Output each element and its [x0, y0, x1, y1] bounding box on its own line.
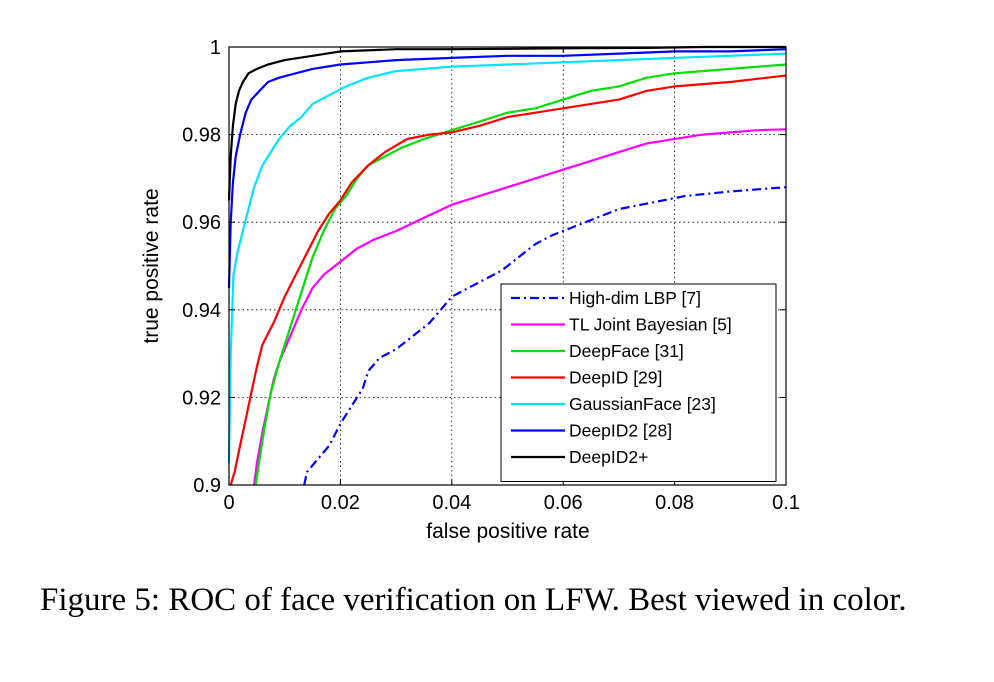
x-tick-label: 0.1: [772, 492, 800, 514]
y-tick-label: 0.98: [182, 125, 221, 147]
x-tick-label: 0: [223, 492, 234, 514]
x-tick-label: 0.04: [432, 492, 471, 514]
legend-label: TL Joint Bayesian [5]: [569, 315, 732, 335]
plot-area-frame: [228, 46, 787, 486]
y-tick-label: 0.96: [182, 212, 221, 234]
legend-label: DeepID2+: [569, 447, 648, 467]
series-line-3: [229, 74, 787, 486]
y-tick-label: 1: [210, 37, 221, 59]
roc-chart: 0 0.02 0.04 0.06 0.08 0.1 0.9 0.92 0.94 0.96 0.98 1…: [140, 37, 800, 543]
y-tick-label: 0.9: [193, 475, 221, 497]
y-axis-label: true positive rate: [140, 188, 163, 343]
legend-label: High-dim LBP [7]: [569, 288, 701, 308]
x-tick-label: 0.08: [655, 492, 694, 514]
x-tick-label: 0.06: [544, 492, 583, 514]
series-line-4: [227, 52, 787, 464]
series-line-2: [254, 63, 787, 486]
x-tick-label: 0.02: [321, 492, 360, 514]
x-axis-label: false positive rate: [426, 520, 589, 543]
legend-label: DeepID2 [28]: [569, 421, 672, 441]
series-line-0: [303, 186, 787, 486]
legend-label: DeepFace [31]: [569, 341, 684, 361]
figure-caption: Figure 5: ROC of face verification on LF…: [40, 582, 907, 618]
legend-box: [500, 283, 777, 482]
axis-ticks: 0 0.02 0.04 0.06 0.08 0.1 0.9 0.92 0.94 0.96 0.98 1: [182, 37, 800, 514]
series-line-5: [227, 48, 787, 288]
legend-label: DeepID [29]: [569, 368, 662, 388]
legend-label: GaussianFace [23]: [569, 394, 716, 414]
y-tick-label: 0.92: [182, 387, 221, 409]
y-tick-label: 0.94: [182, 300, 221, 322]
legend: High-dim LBP [7] TL Joint Bayesian [5] Dee…: [500, 283, 777, 482]
